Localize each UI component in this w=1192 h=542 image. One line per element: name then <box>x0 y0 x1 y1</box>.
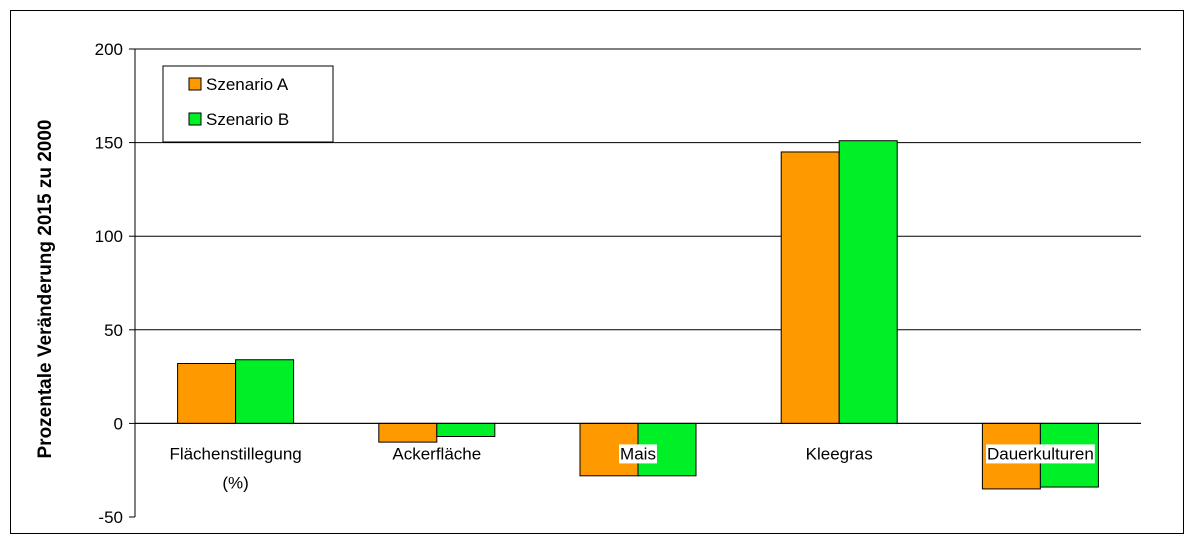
category-label: Dauerkulturen <box>987 444 1094 463</box>
bar-szenario-a <box>378 422 438 443</box>
bar-szenario-a <box>177 362 237 424</box>
y-tick-label: 100 <box>95 227 123 246</box>
category-label-background <box>804 444 874 464</box>
category-label: Kleegras <box>806 444 873 463</box>
bar-chart: -50 0 50 100 150 200 Flächenstillegung (%) Acker… <box>35 40 1141 527</box>
bar-szenario-a <box>780 151 840 424</box>
legend-swatch <box>188 112 202 126</box>
legend-label: Szenario A <box>206 75 289 94</box>
legend-swatch <box>188 77 202 91</box>
category-label-background <box>168 444 303 493</box>
bar-szenario-b <box>436 422 496 438</box>
category-label-background <box>986 444 1095 464</box>
bar-szenario-b <box>235 359 295 424</box>
y-tick-label: 50 <box>104 321 123 340</box>
y-axis-title: Prozentale Veränderung 2015 zu 2000 <box>35 120 56 459</box>
chart-frame: -50 0 50 100 150 200 Flächenstillegung (%) Acker… <box>10 10 1184 534</box>
category-label-background <box>391 444 483 464</box>
axes <box>129 48 1141 518</box>
y-tick-label: 200 <box>95 40 123 59</box>
bar-szenario-b <box>838 140 898 424</box>
category-label: Flächenstillegung (%) <box>169 444 301 492</box>
y-tick-label: -50 <box>98 508 123 527</box>
category-label: Ackerfläche <box>392 444 481 463</box>
y-tick-label: 0 <box>114 414 123 433</box>
legend-label: Szenario B <box>206 110 289 129</box>
legend: Szenario A Szenario B <box>162 65 334 143</box>
labels: -50 0 50 100 150 200 Flächenstillegung (%) Acker… <box>95 40 1095 527</box>
y-tick-label: 150 <box>95 134 123 153</box>
category-label: Mais <box>620 444 656 463</box>
bars <box>177 140 1099 490</box>
category-label-background <box>619 444 657 464</box>
